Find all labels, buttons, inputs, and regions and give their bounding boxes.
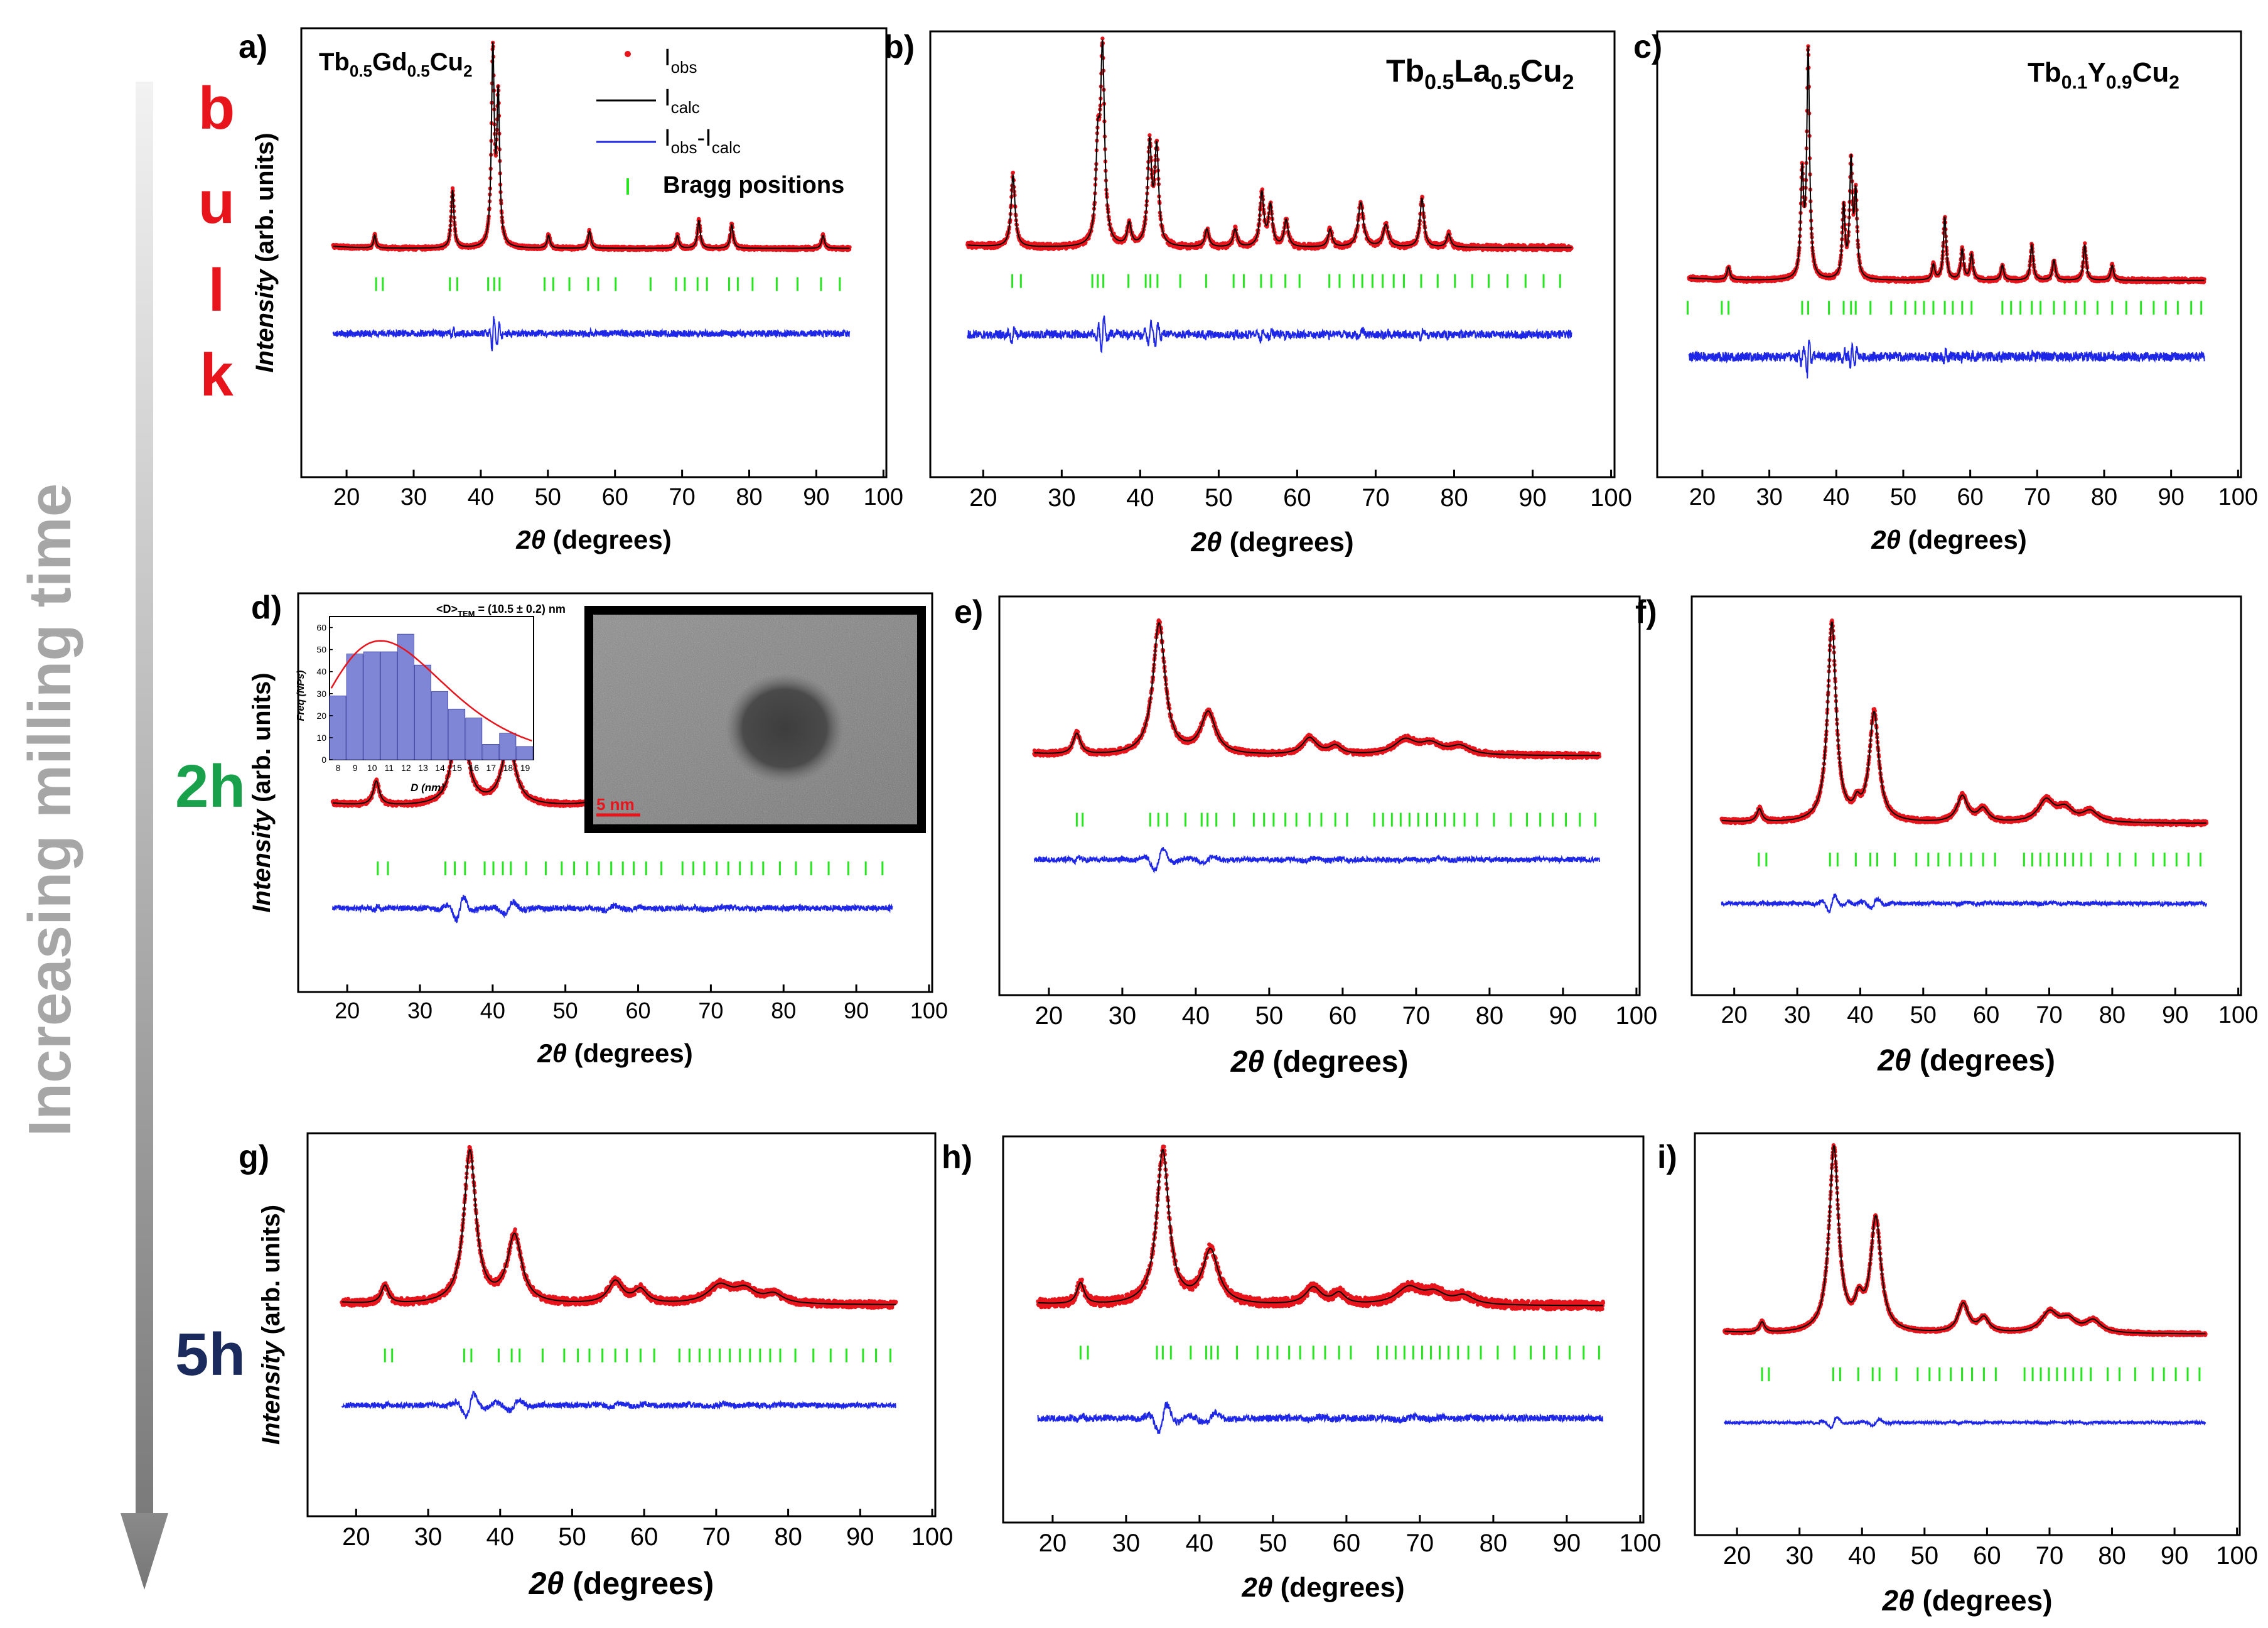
panel-a-bragg-series bbox=[375, 277, 841, 291]
panels-group: a) 20 30 40 50 60 70 80 90 100 2θ (degrees) Intensi… bbox=[239, 27, 2258, 1617]
x-tick-label: 90 bbox=[1518, 484, 1547, 512]
panel-a-xlabel: 2θ (degrees) bbox=[515, 525, 672, 554]
x-tick-label: 100 bbox=[1590, 484, 1632, 512]
panel-b-label: b) bbox=[884, 29, 915, 65]
row-label-2h: 2h bbox=[175, 753, 245, 820]
milling-time-arrow-shaft bbox=[136, 82, 153, 1519]
x-tick-label: 50 bbox=[1205, 484, 1233, 512]
x-tick-label: 70 bbox=[1362, 484, 1390, 512]
x-tick-label: 60 bbox=[602, 484, 628, 510]
x-tick-label: 60 bbox=[1283, 484, 1311, 512]
x-tick-label: 30 bbox=[1048, 484, 1076, 512]
panel-b-bragg-series bbox=[1011, 274, 1561, 288]
x-tick-label: 90 bbox=[803, 484, 829, 510]
panel-a-ylabel: Intensity (arb. units) bbox=[251, 132, 279, 372]
bulk-letter-b: b bbox=[198, 75, 235, 142]
x-tick-label: 40 bbox=[468, 484, 494, 510]
x-tick-label: 30 bbox=[400, 484, 427, 510]
x-tick-label: 70 bbox=[669, 484, 695, 510]
bulk-letter-l: l bbox=[208, 257, 225, 324]
panel-a-frame bbox=[300, 27, 888, 478]
panel-b-xlabel: 2θ (degrees) bbox=[1190, 527, 1353, 558]
panel-a-label: a) bbox=[239, 29, 267, 65]
milling-time-arrow-head bbox=[121, 1513, 168, 1590]
panel-a: a) 20 30 40 50 60 70 80 90 100 2θ (degrees) Intensi… bbox=[239, 27, 903, 554]
panel-c-frame bbox=[1656, 30, 2242, 478]
x-tick-label: 100 bbox=[864, 484, 903, 510]
x-tick-label: 40 bbox=[1126, 484, 1154, 512]
milling-time-label: Increasing milling time bbox=[16, 483, 83, 1136]
x-tick-label: 50 bbox=[535, 484, 561, 510]
x-tick-label: 80 bbox=[736, 484, 762, 510]
bulk-letter-u: u bbox=[198, 169, 235, 236]
x-tick-label: 20 bbox=[333, 484, 360, 510]
x-tick-label: 20 bbox=[969, 484, 997, 512]
panel-b-diff-line bbox=[967, 315, 1572, 353]
row-label-5h: 5h bbox=[175, 1321, 245, 1388]
bulk-letter-k: k bbox=[200, 342, 234, 409]
x-tick-label: 80 bbox=[1440, 484, 1468, 512]
panel-b: b) 20 30 40 50 60 70 80 90 100 2θ (degrees) bbox=[884, 29, 1632, 558]
panel-b-frame bbox=[929, 30, 1616, 478]
panel-a-diff-line bbox=[332, 316, 851, 352]
panel-c-label: c) bbox=[1633, 29, 1662, 65]
